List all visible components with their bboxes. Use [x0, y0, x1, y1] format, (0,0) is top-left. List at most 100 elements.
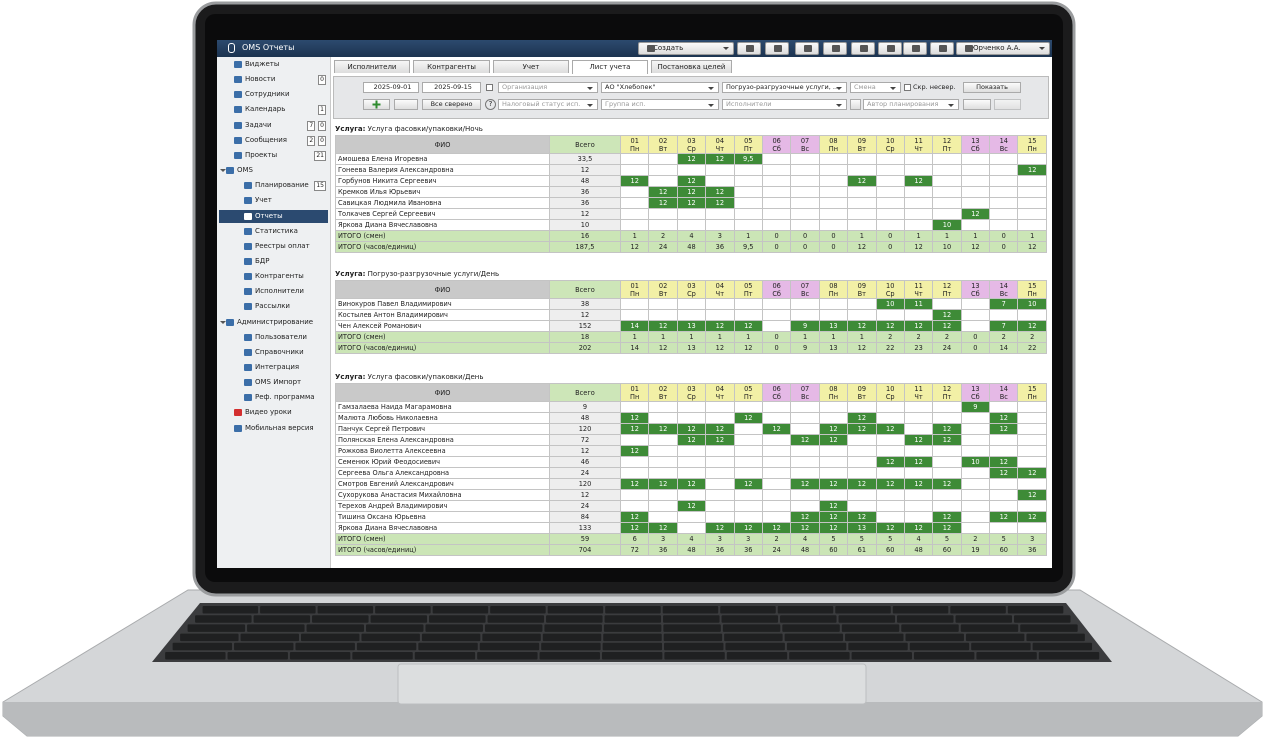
sidebar-item[interactable]: Задачи 0 7 [219, 119, 328, 132]
day-cell: 12 [847, 342, 877, 354]
day-number: 13 [971, 136, 980, 145]
day-cell [648, 511, 678, 523]
date-to[interactable]: 2025-09-15 [422, 82, 481, 93]
help-icon[interactable]: ? [485, 99, 496, 110]
sidebar-item[interactable]: Учет [219, 194, 328, 207]
day-cell: 0 [989, 241, 1019, 253]
sidebar-item[interactable]: Новости 0 [219, 73, 328, 86]
key [482, 633, 541, 642]
day-cell [648, 164, 678, 176]
show-button[interactable]: Показать [963, 82, 1021, 93]
tab[interactable]: Лист учета [572, 60, 648, 74]
day-cell [648, 500, 678, 512]
day-cell: 9 [790, 342, 820, 354]
day-cell: 12 [648, 186, 678, 198]
tab[interactable]: Контрагенты [413, 60, 490, 73]
key [841, 624, 900, 632]
day-cell [847, 434, 877, 446]
key [848, 642, 908, 651]
sidebar-item[interactable]: БДР [219, 255, 328, 268]
checkbox[interactable] [486, 84, 493, 91]
row-total: 12 [549, 164, 621, 176]
day-number: 15 [1028, 136, 1037, 145]
sidebar-item[interactable]: OMS Импорт [219, 376, 328, 389]
sidebar-item[interactable]: Исполнители [219, 285, 328, 298]
key [950, 606, 1006, 614]
day-of-week: Вс [800, 392, 810, 401]
sidebar-item[interactable]: Статистика [219, 225, 328, 238]
toolbar-button[interactable] [737, 42, 761, 55]
key [604, 615, 662, 623]
sidebar-item[interactable]: Контрагенты [219, 270, 328, 283]
sidebar-item[interactable]: Видео уроки [219, 406, 328, 419]
toolbar-button[interactable] [878, 42, 902, 55]
sidebar-item[interactable]: Виджеты [219, 58, 328, 71]
header-name: ФИО [335, 135, 550, 154]
keys [165, 606, 1100, 660]
toolbar-button[interactable] [903, 42, 927, 55]
sidebar-item[interactable]: Мобильная версия [219, 422, 328, 435]
sidebar-item[interactable]: Планирование 15 [219, 179, 328, 192]
key [421, 633, 481, 642]
shuffle-button[interactable] [850, 99, 861, 110]
toolbar-button[interactable] [823, 42, 847, 55]
day-cell [733, 467, 763, 479]
sidebar-item[interactable]: OMS [219, 164, 328, 177]
day-cell: 48 [903, 544, 934, 556]
key [662, 606, 719, 614]
row-total: 46 [549, 456, 621, 468]
create-button[interactable]: Создать [638, 42, 734, 55]
day-cell [932, 456, 962, 468]
sidebar-item[interactable]: Интеграция [219, 361, 328, 374]
tax-status-select[interactable]: Налоговый статус исп. [498, 99, 598, 110]
date-from[interactable]: 2025-09-01 [363, 82, 419, 93]
key [195, 615, 252, 623]
company-select[interactable]: АО "Хлебопек" [601, 82, 719, 93]
icon [912, 45, 920, 52]
service-select[interactable]: Погрузо-разгрузочные услуги, ... [722, 82, 847, 93]
tab[interactable]: Постановка целей [651, 60, 732, 73]
row-total: 24 [549, 467, 621, 479]
sidebar-item[interactable]: Администрирование [219, 316, 328, 329]
sidebar-item[interactable]: Реф. программа [219, 391, 328, 404]
all-reconciled-button[interactable]: Все сверено [422, 99, 481, 110]
icon-button[interactable] [394, 99, 418, 110]
sidebar-item[interactable]: Справочники [219, 346, 328, 359]
sidebar-item[interactable]: Рассылки [219, 300, 328, 313]
day-of-week: Ср [687, 392, 696, 401]
day-cell [1017, 522, 1047, 534]
tab[interactable]: Учет [493, 60, 569, 73]
row-name: Тишина Оксана Юрьевна [335, 511, 550, 523]
print-button[interactable] [963, 99, 991, 110]
day-cell: 12 [619, 478, 650, 490]
day-cell [903, 445, 934, 457]
sidebar-item[interactable]: Сообщения 0 2 [219, 134, 328, 147]
sidebar-item[interactable]: Проекты 21 [219, 149, 328, 162]
row-total: 120 [549, 478, 621, 490]
author-select[interactable]: Автор планирования [863, 99, 959, 110]
add-button[interactable] [363, 99, 390, 110]
day-cell: 12 [619, 445, 650, 457]
sidebar-item[interactable]: Отчеты [219, 209, 328, 223]
toolbar-button[interactable] [795, 42, 819, 55]
export-button[interactable] [994, 99, 1021, 110]
shift-select[interactable]: Смена [850, 82, 901, 93]
checkbox[interactable] [904, 84, 911, 91]
row-name: Винокуров Павел Владимирович [335, 298, 550, 310]
group-select[interactable]: Группа исп. [601, 99, 719, 110]
tab[interactable]: Исполнители [334, 60, 410, 73]
sidebar-item[interactable]: Реестры оплат [219, 240, 328, 253]
row-name: Гонеева Валерия Александровна [335, 164, 550, 176]
sidebar-item[interactable]: Календарь 1 [219, 103, 328, 116]
sidebar-item[interactable]: Пользователи [219, 331, 328, 344]
day-cell [761, 153, 792, 165]
performers-select[interactable]: Исполнители [722, 99, 847, 110]
toolbar-button[interactable] [765, 42, 789, 55]
toolbar-button[interactable] [851, 42, 875, 55]
organization-select[interactable]: Организация [498, 82, 598, 93]
toolbar-button[interactable] [930, 42, 954, 55]
user-menu[interactable]: Юрченко А.А. [956, 42, 1050, 55]
day-of-week: Пт [942, 289, 952, 298]
key [352, 652, 413, 660]
sidebar-item[interactable]: Сотрудники [219, 88, 328, 101]
